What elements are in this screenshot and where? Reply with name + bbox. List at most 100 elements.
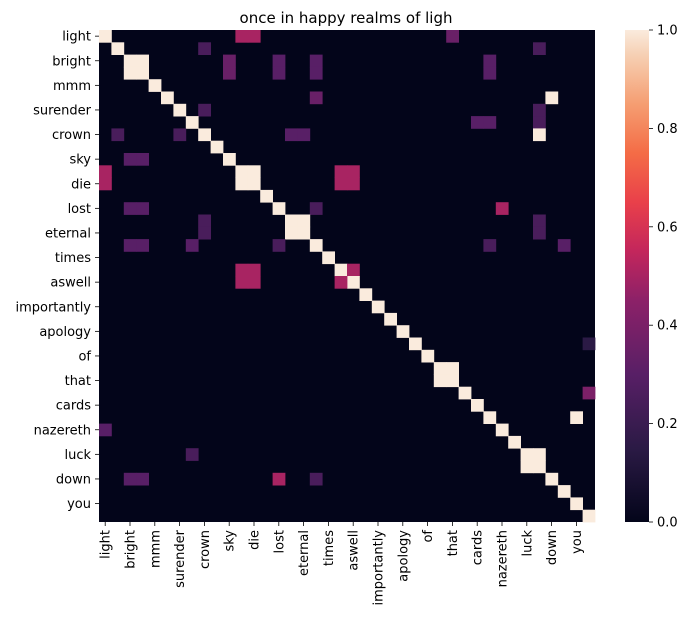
x-tick-label: of	[421, 530, 436, 543]
heatmap-cell	[185, 116, 199, 129]
y-tick-label: apology	[39, 325, 91, 340]
heatmap-cell	[123, 153, 137, 166]
colorbar: 0.0 0.2 0.4 0.6 0.8 1.0	[625, 24, 678, 531]
heatmap-cell	[545, 472, 559, 486]
heatmap-cell	[285, 128, 298, 142]
heatmap-cell	[483, 411, 497, 424]
heatmap-cell	[309, 202, 323, 215]
heatmap-cell	[533, 103, 546, 117]
x-tick-label: crown	[198, 530, 213, 569]
heatmap-cell	[136, 202, 149, 215]
x-tick-label: sky	[223, 530, 238, 552]
heatmap-cell	[247, 165, 261, 178]
heatmap-cell	[533, 42, 546, 55]
y-tick-label: you	[67, 497, 91, 512]
heatmap-cell	[148, 79, 162, 92]
x-tick-label: die	[248, 530, 263, 550]
heatmap-cell	[285, 214, 298, 228]
heatmap-cell	[297, 214, 311, 228]
y-tick-label: luck	[64, 448, 91, 463]
heatmap-cell	[272, 202, 286, 215]
heatmap-cell	[272, 239, 286, 252]
heatmap-cell	[347, 276, 360, 289]
heatmap-cell	[384, 312, 397, 326]
heatmap-cell	[198, 103, 211, 117]
heatmap-cell	[446, 362, 459, 375]
heatmap-cell	[223, 66, 236, 80]
heatmap-cell	[136, 54, 149, 68]
heatmap-cell	[272, 66, 286, 80]
x-tick-label: down	[545, 530, 560, 565]
y-tick-label: bright	[52, 54, 91, 69]
heatmap-cell	[495, 423, 509, 437]
x-axis: light bright mmm surender crown sky die lost ete…	[99, 522, 585, 606]
heatmap-cell	[557, 485, 571, 498]
heatmap-cell	[223, 153, 236, 166]
heatmap-cell	[247, 177, 261, 191]
heatmap-cell	[347, 165, 360, 178]
heatmap-cell	[409, 337, 422, 351]
colorbar-tick-label: 0.0	[657, 516, 678, 531]
heatmap-cell	[235, 263, 249, 277]
heatmap-cell	[185, 239, 199, 252]
heatmap-cell	[99, 177, 112, 191]
y-axis: light bright mmm surender crown sky die lost ete…	[15, 30, 99, 512]
heatmap-cell	[533, 128, 546, 142]
heatmap-cell	[247, 276, 261, 289]
heatmap-cell	[433, 374, 447, 388]
x-tick-label: bright	[124, 530, 139, 569]
heatmap-cell	[111, 128, 125, 142]
x-tick-label: nazereth	[496, 530, 511, 587]
heatmap-cell	[99, 423, 112, 437]
heatmap-cell	[347, 177, 360, 191]
heatmap-cell	[359, 288, 373, 301]
y-tick-label: times	[55, 251, 91, 266]
colorbar-tick-label: 0.2	[657, 417, 678, 432]
heatmap-cell	[520, 460, 534, 474]
x-tick-label: cards	[471, 530, 486, 565]
heatmap-cell	[495, 202, 509, 215]
heatmap-cell	[123, 239, 137, 252]
y-tick-label: light	[62, 30, 91, 45]
colorbar-tick-label: 0.6	[657, 220, 678, 235]
y-tick-label: importantly	[15, 300, 91, 315]
heatmap-cell	[582, 386, 596, 400]
heatmap-cell	[247, 30, 261, 43]
heatmap-cell	[198, 226, 211, 240]
y-tick-label: aswell	[50, 276, 91, 291]
x-tick-label: you	[570, 530, 585, 554]
heatmap-cell	[99, 165, 112, 178]
heatmap-cell	[235, 165, 249, 178]
heatmap-cell	[235, 30, 249, 43]
x-tick-label: eternal	[297, 530, 312, 576]
heatmap-cell	[173, 128, 187, 142]
heatmap-cell	[508, 435, 521, 449]
x-tick-label: times	[322, 530, 337, 566]
heatmap-cell	[223, 54, 236, 68]
x-tick-label: mmm	[148, 530, 163, 568]
x-tick-label: light	[99, 530, 114, 559]
heatmap-cell	[471, 399, 484, 412]
heatmap-cell	[533, 214, 546, 228]
heatmap-cell	[458, 386, 472, 400]
heatmap-cell	[371, 300, 385, 314]
heatmap-cell	[297, 128, 311, 142]
heatmap-cell	[185, 448, 199, 461]
heatmap-cell	[272, 54, 286, 68]
heatmap-cell	[570, 411, 583, 424]
heatmap-cell	[309, 54, 323, 68]
x-tick-label: importantly	[372, 530, 387, 606]
heatmap-plot-area	[99, 30, 596, 523]
heatmap-cell	[570, 497, 583, 511]
y-tick-label: surender	[33, 103, 92, 118]
heatmap-cell	[533, 226, 546, 240]
heatmap-cell	[285, 226, 298, 240]
heatmap-cell	[309, 91, 323, 105]
heatmap-cell	[136, 153, 149, 166]
heatmap-cell	[322, 251, 335, 265]
heatmap-cell	[483, 54, 497, 68]
heatmap-cell	[272, 472, 286, 486]
heatmap-cell	[533, 460, 546, 474]
x-tick-label: that	[446, 530, 461, 556]
